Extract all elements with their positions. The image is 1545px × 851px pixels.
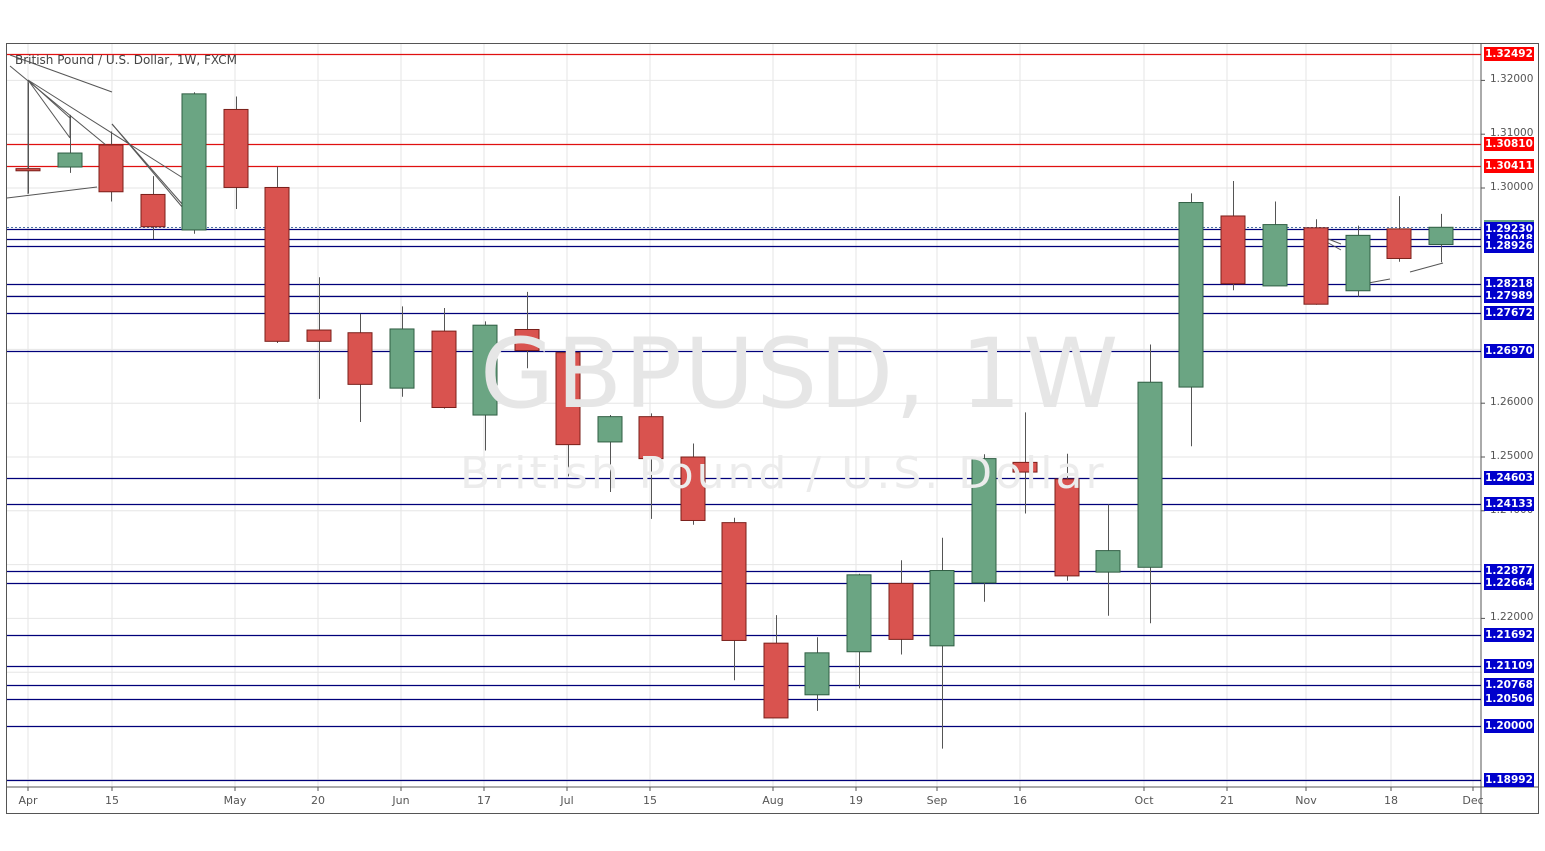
watermark-symbol: GBPUSD, 1W [480, 318, 1121, 430]
candle-bullish[interactable] [1262, 224, 1288, 287]
candle-bullish[interactable] [181, 93, 207, 231]
time-tick-label: 16 [1013, 794, 1027, 807]
price-tag-support: 1.20000 [1484, 719, 1534, 733]
time-tick-label: 15 [643, 794, 657, 807]
price-tick-label: 1.30000 [1490, 181, 1534, 193]
candle-bearish[interactable] [140, 193, 166, 228]
price-tag-support: 1.20768 [1484, 678, 1534, 692]
price-tag-support: 1.21692 [1484, 628, 1534, 642]
time-tick-label: Jun [392, 794, 410, 807]
time-tick-label: 19 [849, 794, 863, 807]
price-tag-resistance: 1.30810 [1484, 137, 1534, 151]
time-tick-label: 17 [477, 794, 491, 807]
time-tick-label: Dec [1462, 794, 1484, 807]
candle-bullish[interactable] [1178, 202, 1204, 388]
price-tag-support: 1.26970 [1484, 344, 1534, 358]
price-tag-support: 1.28926 [1484, 239, 1534, 253]
price-tick-label: 1.22000 [1490, 611, 1534, 624]
candle-bullish[interactable] [472, 324, 498, 416]
time-tick-label: Nov [1295, 794, 1317, 807]
trend-line-drawing[interactable] [9, 65, 113, 151]
candle-bearish[interactable] [223, 108, 249, 188]
candle-bearish[interactable] [721, 522, 747, 641]
price-tag-resistance: 1.30411 [1484, 159, 1534, 173]
candle-bullish[interactable] [597, 416, 623, 443]
candle-bearish[interactable] [555, 352, 581, 446]
price-tag-support: 1.22877 [1484, 564, 1534, 578]
candle-bearish[interactable] [1386, 228, 1412, 259]
price-tag-support: 1.27989 [1484, 289, 1534, 303]
candle-bearish[interactable] [1012, 461, 1038, 473]
price-tag-resistance: 1.32492 [1484, 47, 1534, 61]
time-tick-label: Oct [1134, 794, 1154, 807]
candle-bearish[interactable] [306, 329, 332, 342]
price-tag-support: 1.21109 [1484, 659, 1534, 673]
candle-bearish[interactable] [763, 642, 789, 719]
price-tick-label: 1.32000 [1490, 73, 1534, 86]
trend-line-drawing[interactable] [27, 79, 71, 139]
candle-bullish[interactable] [57, 152, 83, 168]
candle-bearish[interactable] [888, 582, 914, 640]
trend-line-drawing[interactable] [111, 123, 184, 206]
candle-bullish[interactable] [804, 652, 830, 696]
time-tick-label: Aug [762, 794, 784, 807]
price-tick-label: 1.31000 [1490, 127, 1534, 140]
time-tick-label: 15 [105, 794, 119, 807]
candle-bearish[interactable] [264, 186, 290, 342]
candle-bullish[interactable] [846, 574, 872, 653]
trend-line-drawing[interactable] [9, 54, 113, 93]
time-tick-label: 20 [311, 794, 325, 807]
time-tick-label: 21 [1220, 794, 1234, 807]
time-tick-label: Jul [560, 794, 574, 807]
price-tag-support: 1.18992 [1484, 773, 1534, 787]
price-tick-label: 1.26000 [1490, 396, 1534, 409]
candle-bearish[interactable] [1054, 478, 1080, 577]
candle-bearish[interactable] [15, 168, 41, 172]
price-tag-support: 1.24133 [1484, 497, 1534, 511]
candle-bullish[interactable] [929, 570, 955, 647]
candle-bearish[interactable] [98, 144, 124, 193]
time-tick-label: Apr [18, 794, 38, 807]
candle-bearish[interactable] [1303, 227, 1329, 305]
candle-bearish[interactable] [638, 416, 664, 460]
candle-bullish[interactable] [1095, 550, 1121, 573]
candle-bullish[interactable] [1345, 234, 1371, 292]
price-tag-support: 1.24603 [1484, 471, 1534, 485]
time-tick-label: Sep [926, 794, 948, 807]
price-tag-support: 1.27672 [1484, 306, 1534, 320]
watermark-name: British Pound / U.S. Dollar [460, 448, 1107, 499]
candle-bullish[interactable] [1137, 381, 1163, 568]
candle-bullish[interactable] [971, 458, 997, 584]
price-tag-support: 1.28218 [1484, 277, 1534, 291]
candle-bearish[interactable] [431, 330, 457, 409]
time-tick-label: May [223, 794, 247, 807]
candle-bearish[interactable] [680, 456, 706, 521]
time-tick-label: 18 [1384, 794, 1398, 807]
candle-bearish[interactable] [347, 332, 373, 385]
trend-line-drawing[interactable] [6, 186, 98, 199]
chart-title: British Pound / U.S. Dollar, 1W, FXCM [15, 53, 237, 67]
candle-bullish[interactable] [389, 328, 415, 389]
candle-bearish[interactable] [514, 328, 540, 351]
price-tag-support: 1.22664 [1484, 576, 1534, 590]
candle-bullish[interactable] [1428, 226, 1454, 245]
trend-line-drawing[interactable] [27, 79, 71, 119]
price-tag-support: 1.20506 [1484, 692, 1534, 706]
candle-bearish[interactable] [1220, 215, 1246, 285]
trend-line-drawing[interactable] [1409, 262, 1444, 273]
trend-line-drawing[interactable] [27, 79, 184, 179]
price-tick-label: 1.25000 [1490, 450, 1534, 462]
